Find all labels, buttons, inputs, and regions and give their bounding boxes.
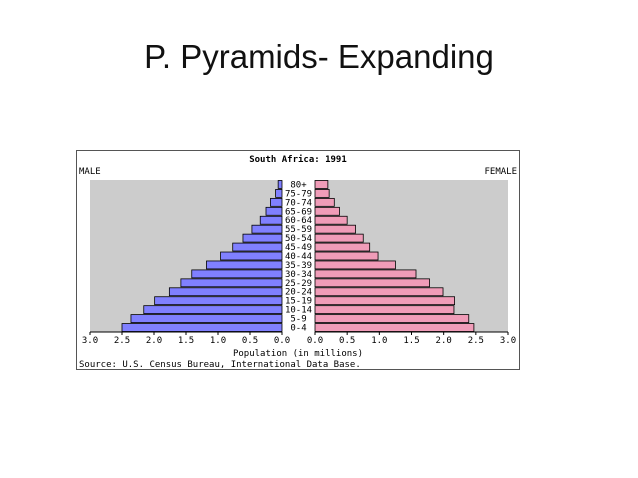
age-group-label: 55-59 [285, 225, 312, 235]
female-tick-label: 1.5 [403, 336, 419, 346]
male-bar [242, 233, 283, 243]
male-bar [277, 180, 283, 189]
source-note: Source: U.S. Census Bureau, Internationa… [79, 360, 361, 369]
female-bar [314, 180, 329, 189]
age-group-label: 60-64 [285, 216, 312, 226]
female-tick-label: 0.0 [307, 336, 323, 346]
female-bar [314, 296, 456, 306]
age-group-label: 15-19 [285, 297, 312, 307]
female-tick-label: 0.5 [339, 336, 355, 346]
age-group-label: 50-54 [285, 234, 312, 244]
male-tick-label: 1.0 [210, 336, 226, 346]
age-group-label: 30-34 [285, 270, 312, 280]
female-bar [314, 197, 335, 207]
female-bar [314, 323, 475, 332]
age-group-label: 5-9 [290, 315, 306, 325]
female-bar [314, 242, 371, 252]
female-bar [314, 224, 356, 234]
age-group-label: 75-79 [285, 189, 312, 199]
female-tick-label: 1.0 [371, 336, 387, 346]
female-bar [314, 287, 444, 297]
male-bar [270, 197, 283, 207]
male-bar [130, 314, 283, 323]
age-group-label: 20-24 [285, 288, 312, 298]
female-bar [314, 215, 348, 225]
age-group-label: 10-14 [285, 306, 312, 316]
female-bar [314, 189, 330, 198]
female-bar [314, 206, 340, 216]
pyramid-svg: South Africa: 1991 MALE FEMALE 80+75-797… [79, 154, 517, 370]
female-bar [314, 314, 470, 323]
female-tick-label: 2.5 [468, 336, 484, 346]
male-bar [121, 323, 283, 332]
female-bar [314, 251, 379, 261]
male-bar [143, 305, 283, 315]
population-pyramid-chart: South Africa: 1991 MALE FEMALE 80+ 75-79 7… [76, 150, 520, 370]
age-group-label: 45-49 [285, 243, 312, 253]
male-bar [206, 260, 283, 270]
age-group-label: 0-4 [290, 324, 306, 334]
male-bar [220, 251, 283, 261]
female-tick-label: 3.0 [500, 336, 516, 346]
female-label: FEMALE [484, 167, 517, 177]
male-tick-label: 3.0 [82, 336, 98, 346]
male-bar [154, 296, 283, 306]
male-bar [180, 278, 283, 288]
male-bar [168, 287, 283, 297]
male-bar [251, 224, 283, 234]
female-bar [314, 260, 396, 270]
age-group-label: 35-39 [285, 261, 312, 271]
chart-title: South Africa: 1991 [249, 154, 347, 165]
age-group-label: 70-74 [285, 198, 312, 208]
age-group-label: 40-44 [285, 252, 312, 262]
female-bar [314, 305, 455, 315]
male-tick-label: 2.0 [146, 336, 162, 346]
male-bar [259, 215, 283, 225]
female-bar [314, 278, 430, 288]
male-bar [265, 206, 283, 216]
x-axis-label: Population (in millions) [233, 349, 363, 359]
age-group-label: 25-29 [285, 279, 312, 289]
slide-title: P. Pyramids- Expanding [144, 38, 494, 75]
age-group-label: 80+ [290, 180, 307, 190]
age-group-label: 65-69 [285, 207, 312, 217]
male-bar [275, 189, 283, 198]
male-bar [232, 242, 283, 252]
male-tick-label: 2.5 [114, 336, 130, 346]
male-tick-label: 0.5 [242, 336, 258, 346]
male-tick-label: 0.0 [274, 336, 290, 346]
female-bar [314, 233, 364, 243]
male-label: MALE [79, 167, 101, 177]
female-bar [314, 269, 417, 279]
male-tick-label: 1.5 [178, 336, 194, 346]
male-bar [191, 269, 283, 279]
plot-area: 80+75-7970-7465-6960-6455-5950-5445-4940… [82, 180, 516, 346]
female-tick-label: 2.0 [436, 336, 452, 346]
